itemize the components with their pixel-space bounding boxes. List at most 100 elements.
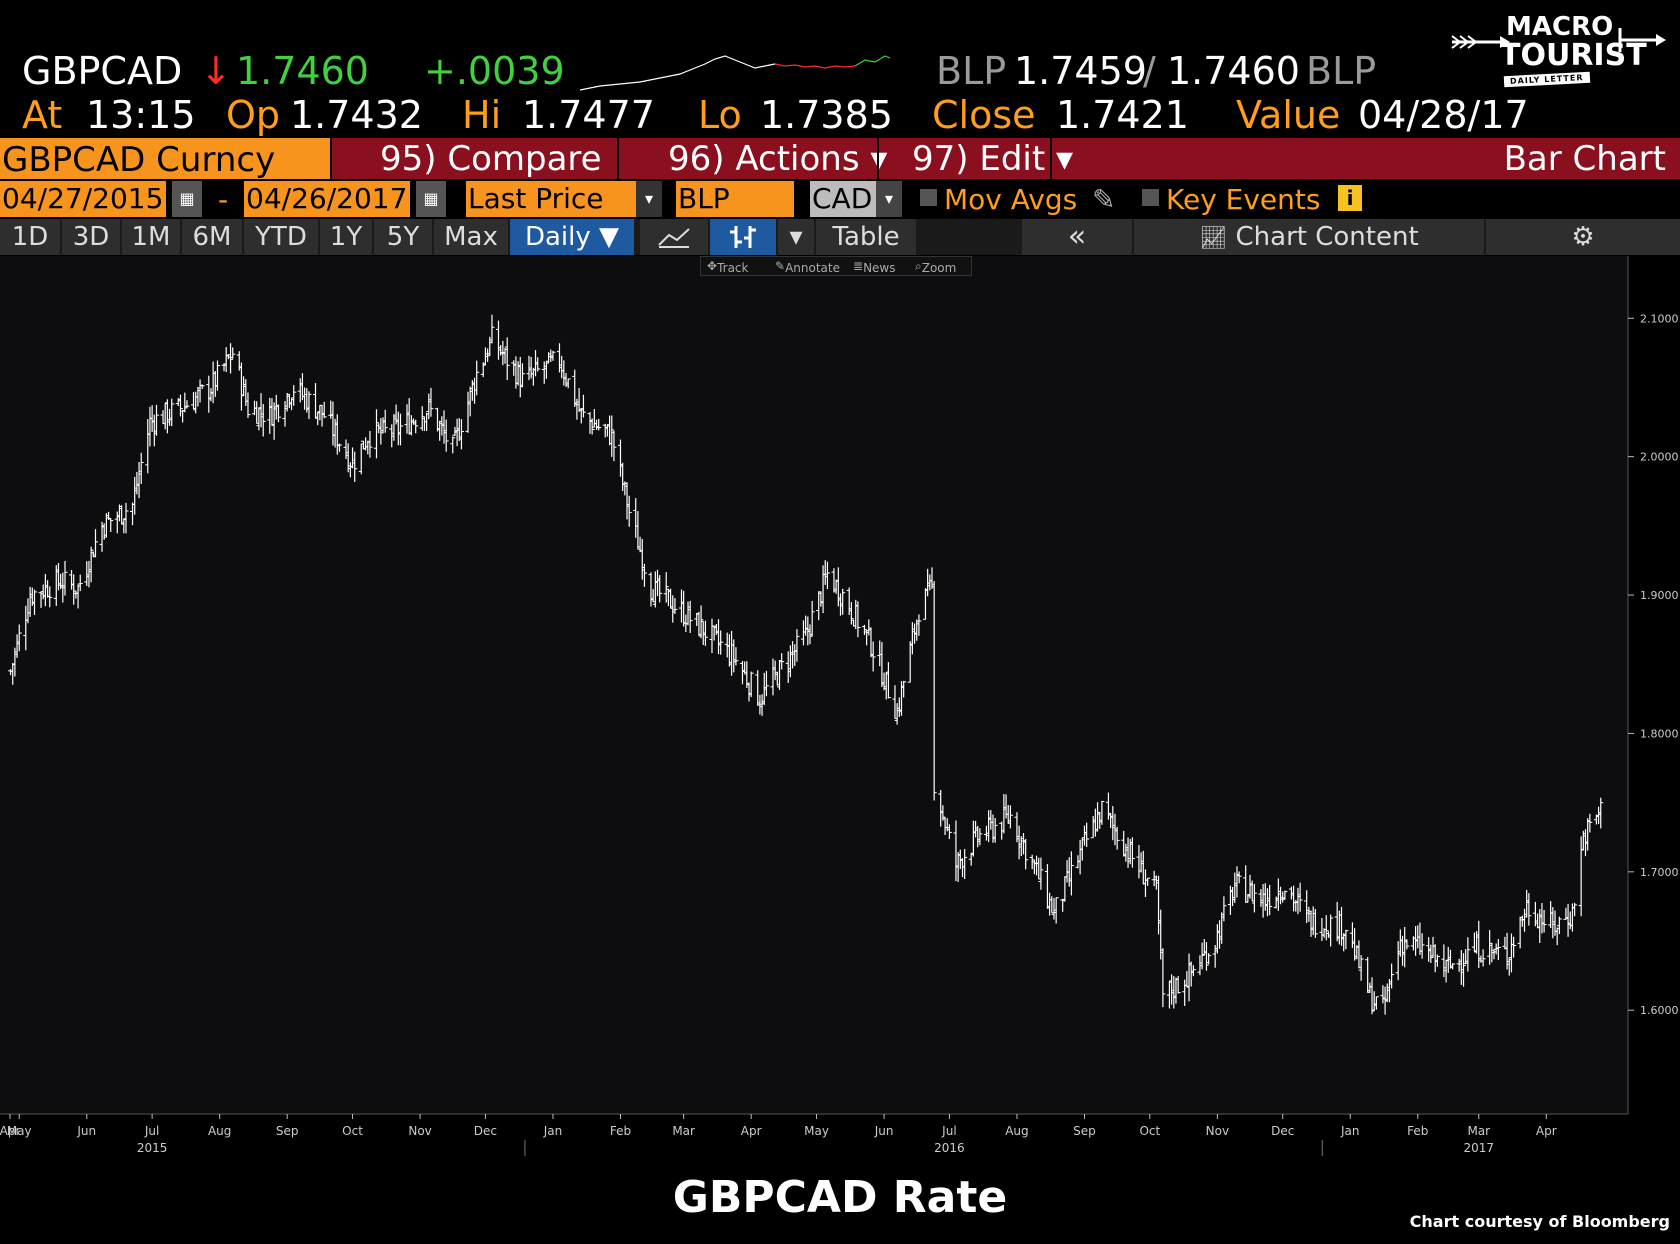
y-tick-label: 2.0000 (1640, 451, 1679, 464)
y-tick-label: 1.8000 (1640, 727, 1679, 740)
net-change: +.0039 (424, 49, 565, 93)
news-tool[interactable]: ≣ News (853, 259, 896, 275)
range-tab-1m[interactable]: 1M (122, 219, 180, 255)
x-tick-label: May (804, 1124, 829, 1138)
date-range-bar: 04/27/2015 ▦ - 04/26/2017 ▦ Last Price ▾… (0, 181, 1680, 217)
bid-source: BLP (936, 49, 1007, 93)
divider (1050, 138, 1052, 179)
ohlc-bars (8, 314, 1604, 1015)
bar-chart-icon[interactable] (710, 219, 776, 255)
intraday-sparkline (580, 55, 890, 91)
currency-select[interactable]: CAD (810, 181, 876, 217)
key-events-checkbox[interactable] (1142, 189, 1159, 206)
mov-avgs-checkbox[interactable] (920, 189, 937, 206)
x-year-label: 2016 (934, 1141, 965, 1155)
x-tick-label: Mar (1467, 1124, 1490, 1138)
macro-tourist-logo: MACRO TOURIST DAILY LETTER (1448, 10, 1666, 90)
y-tick-label: 1.9000 (1640, 589, 1679, 602)
bid-ask-separator: / (1143, 49, 1156, 93)
x-tick-label: Apr (1536, 1124, 1557, 1138)
logo-line1: MACRO (1506, 12, 1614, 42)
price-chart[interactable]: 2.1000 2.0000 1.9000 1.8000 1.7000 1.6000 Apr… (0, 256, 1680, 1156)
x-tick-label: Jan (1340, 1124, 1360, 1138)
range-tab-6m[interactable]: 6M (182, 219, 242, 255)
command-bar: GBPCAD Curncy 95) Compare 96) Actions ▾ … (0, 138, 1680, 180)
last-price: 1.7460 (236, 49, 369, 93)
actions-menu-button[interactable]: 96) Actions ▾ (668, 139, 888, 179)
plot-area (0, 256, 1628, 1114)
quote-header: GBPCAD ↓ 1.7460 +.0039 BLP 1.7459 / 1.74… (0, 0, 1680, 136)
x-tick-label: Nov (1206, 1124, 1229, 1138)
bid-price: 1.7459 (1014, 49, 1147, 93)
ask-price: 1.7460 (1167, 49, 1300, 93)
line-chart-icon[interactable] (640, 219, 708, 255)
value-label: Value (1236, 93, 1341, 137)
mov-avgs-label: Mov Avgs (944, 183, 1078, 216)
chevron-down-icon[interactable]: ▾ (636, 181, 662, 217)
start-date-input[interactable]: 04/27/2015 (0, 181, 166, 217)
edit-menu-button[interactable]: 97) Edit ▾ (912, 139, 1074, 179)
x-tick-label: Jun (76, 1124, 96, 1138)
chart-content-icon: 📈︎ (1199, 226, 1228, 251)
pencil-icon[interactable]: ✎ (1092, 183, 1116, 216)
range-tab-3d[interactable]: 3D (62, 219, 120, 255)
ticker-symbol: GBPCAD (22, 49, 183, 93)
gear-icon[interactable]: ⚙ (1486, 219, 1680, 255)
x-tick-label: Apr (0, 1124, 20, 1138)
news-label: News (863, 261, 896, 275)
source-input[interactable]: BLP (676, 181, 794, 217)
close-label: Close (932, 93, 1036, 137)
x-tick-label: Dec (1271, 1124, 1294, 1138)
x-tick-label: Dec (474, 1124, 497, 1138)
date-range-dash: - (218, 183, 229, 216)
low-label: Lo (698, 93, 742, 137)
field-select[interactable]: Last Price (466, 181, 636, 217)
annotate-tool[interactable]: ✎ Annotate (775, 259, 840, 275)
at-label: At (22, 93, 63, 137)
calendar-icon[interactable]: ▦ (416, 181, 446, 217)
table-button[interactable]: Table (816, 219, 916, 255)
x-tick-label: Sep (1073, 1124, 1096, 1138)
down-arrow-icon: ↓ (200, 49, 232, 93)
high-price: 1.7477 (522, 93, 655, 137)
chart-caption: GBPCAD Rate (672, 1172, 1008, 1223)
value-date: 04/28/17 (1358, 93, 1529, 137)
x-tick-label: Feb (1407, 1124, 1428, 1138)
x-tick-label: Jul (144, 1124, 159, 1138)
calendar-icon[interactable]: ▦ (172, 181, 202, 217)
end-date-input[interactable]: 04/26/2017 (244, 181, 410, 217)
track-tool[interactable]: ✥ Track (707, 259, 749, 275)
chevron-down-icon[interactable]: ▾ (876, 181, 902, 217)
divider (330, 138, 332, 179)
compare-button[interactable]: 95) Compare (380, 139, 602, 179)
collapse-icon[interactable]: « (1022, 219, 1132, 255)
chart-type-label: Bar Chart (1503, 139, 1666, 179)
x-tick-label: Jul (941, 1124, 956, 1138)
range-tab-max[interactable]: Max (434, 219, 508, 255)
security-field[interactable]: GBPCAD Curncy (0, 138, 330, 180)
x-tick-label: Mar (672, 1124, 695, 1138)
x-tick-label: Jun (874, 1124, 894, 1138)
logo-line2: TOURIST (1500, 38, 1647, 73)
range-tab-1y[interactable]: 1Y (320, 219, 372, 255)
logo-arrows-icon (1451, 28, 1666, 52)
x-tick-label: Aug (1005, 1124, 1028, 1138)
x-tick-label: Nov (408, 1124, 431, 1138)
range-tab-5y[interactable]: 5Y (374, 219, 432, 255)
zoom-tool[interactable]: ⌕ Zoom (915, 259, 957, 275)
range-tab-ytd[interactable]: YTD (244, 219, 318, 255)
x-tick-label: Oct (1139, 1124, 1160, 1138)
key-events-label: Key Events (1166, 183, 1321, 216)
y-tick-label: 2.1000 (1640, 312, 1679, 325)
at-time: 13:15 (86, 93, 196, 137)
y-tick-label: 1.6000 (1640, 1004, 1679, 1017)
info-icon[interactable]: i (1338, 185, 1362, 211)
x-tick-label: Jan (543, 1124, 563, 1138)
chart-content-label: Chart Content (1235, 222, 1419, 252)
period-dropdown[interactable]: Daily ▼ (510, 219, 634, 255)
chart-content-button[interactable]: 📈︎ Chart Content (1134, 219, 1484, 255)
x-axis-ticks: Apr May Jun Jul Aug Sep Oct Nov Dec Jan Feb Mar Apr M… (0, 1114, 1557, 1156)
chart-tool-strip: ✥ Track ✎ Annotate ≣ News ⌕ Zoom (700, 256, 972, 276)
chevron-down-icon[interactable]: ▾ (778, 219, 814, 255)
range-tab-1d[interactable]: 1D (0, 219, 60, 255)
